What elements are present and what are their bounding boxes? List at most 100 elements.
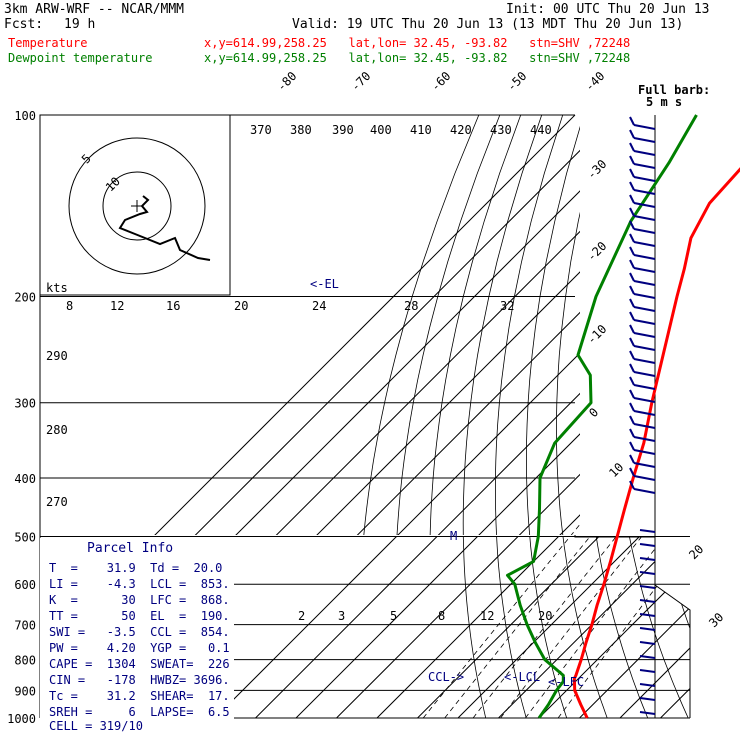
parcel-row: T = 31.9 Td = 20.0 [49,561,223,575]
dewpoint-location: x,y=614.99,258.25 lat,lon= 32.45, -93.82… [204,51,631,65]
isotherm-line [40,115,576,535]
wind-barb [633,293,656,299]
isotherm-line [255,536,438,718]
pressure-tick-label: 500 [14,530,36,544]
isotherm-line [619,536,690,718]
wind-barb [639,557,656,561]
parcel-row: LI = -4.3 LCL = 853. [49,577,230,591]
parcel-row: CAPE = 1304 SWEAT= 226 [49,657,230,671]
wind-barb-flag [629,142,635,152]
wind-barb-flag [629,415,635,425]
dry-adiabat-line [494,115,564,535]
isotherm-label: 10 [606,460,626,480]
pressure-tick-label: 800 [14,654,36,668]
wind-barb [633,150,656,156]
isotherm-label: 20 [686,542,706,562]
wind-barb [639,613,656,617]
el-marker: <-EL [310,277,339,291]
wind-barb [633,488,656,494]
wind-barb [639,641,656,645]
isotherm-line [538,536,690,718]
mixing-ratio-label: 20 [538,609,552,623]
hodograph-ring [102,171,172,241]
barb-legend-title: Full barb: [638,83,710,97]
wind-barb [633,475,656,481]
mixing-ratio-label: 16 [166,299,180,313]
dry-adiabat-line [595,536,649,718]
dry-adiabat-line [668,115,740,718]
wind-barb-flag [629,324,635,334]
mixing-ratio-line [500,536,643,718]
parcel-info-title: Parcel Info [87,541,174,556]
wind-barb [633,345,656,351]
dry-adiabat-label: 290 [46,349,68,363]
parcel-row: PW = 4.20 YGP = 0.1 [49,641,230,655]
isotherm-line [255,115,580,535]
theta-label: 370 [250,123,272,137]
dry-adiabat-line [359,115,480,535]
mixing-ratio-label: 24 [312,299,326,313]
wind-barb [633,137,656,143]
grid-group [40,115,740,718]
theta-label: 410 [410,123,432,137]
wind-barb [633,215,656,221]
wind-barb [633,397,656,403]
pressure-tick-label: 700 [14,619,36,633]
init-time: Init: 00 UTC Thu 20 Jun 13 [506,2,710,17]
theta-label: 390 [332,123,354,137]
temperature-location: x,y=614.99,258.25 lat,lon= 32.45, -93.82… [204,36,631,50]
valid-time: Valid: 19 UTC Thu 20 Jun 13 (13 MDT Thu … [292,17,684,32]
isotherm-label: -30 [584,157,609,182]
mixing-ratio-label: 12 [110,299,124,313]
wind-barb-flag [629,311,635,321]
hodograph-box [39,114,231,296]
dry-adiabat-line [556,115,580,535]
mixing-ratio-label: 12 [480,609,494,623]
wind-barb [639,543,656,547]
isotherm-label: -70 [348,69,373,94]
wind-barb-flag [629,129,635,139]
mixing-ratio-label: 2 [298,609,305,623]
parcel-row: SWI = -3.5 CCL = 854. [49,625,230,639]
wind-barb [633,176,656,182]
isotherm-label: -40 [582,69,607,94]
wind-barb [633,462,656,468]
wind-barb [639,585,656,589]
wind-barb [633,306,656,312]
dry-adiabat-label: 270 [46,495,68,509]
wind-barb [639,697,656,701]
fcst-label: Fcst: [4,17,44,32]
wind-barb [633,449,656,455]
wind-barb [633,371,656,377]
wind-barb [639,599,656,603]
mixing-ratio-line [525,536,665,718]
mixing-ratio-label: 8 [438,609,445,623]
wind-barb-flag [629,272,635,282]
isotherm-line [295,115,580,535]
lfc-marker: <-LFC [548,675,584,689]
pressure-tick-label: 100 [14,109,36,123]
pressure-tick-label: 900 [14,684,36,698]
pressure-tick-label: 400 [14,472,36,486]
temperature-profile [572,167,740,719]
isotherm-label: -20 [584,239,609,264]
dry-adiabat-line [429,115,522,535]
wind-barb-flag [629,298,635,308]
theta-label: 400 [370,123,392,137]
wind-barb [633,189,656,195]
dry-adiabat-line [629,536,689,718]
wind-barb-flag [629,233,635,243]
wind-barb-flag [629,116,635,126]
isotherm-line [214,536,397,718]
dry-adiabat-line [394,115,501,535]
wind-barb [633,436,656,442]
dry-adiabat-line [562,536,608,718]
parcel-row: TT = 50 EL = 190. [49,609,230,623]
wind-barb-flag [629,480,635,490]
mixing-ratio-line [557,536,690,718]
wind-barb-flag [629,259,635,269]
isotherm-line [174,115,580,535]
wind-barb-flag [629,246,635,256]
wind-barb-flag [629,337,635,347]
wind-barb [639,669,656,673]
